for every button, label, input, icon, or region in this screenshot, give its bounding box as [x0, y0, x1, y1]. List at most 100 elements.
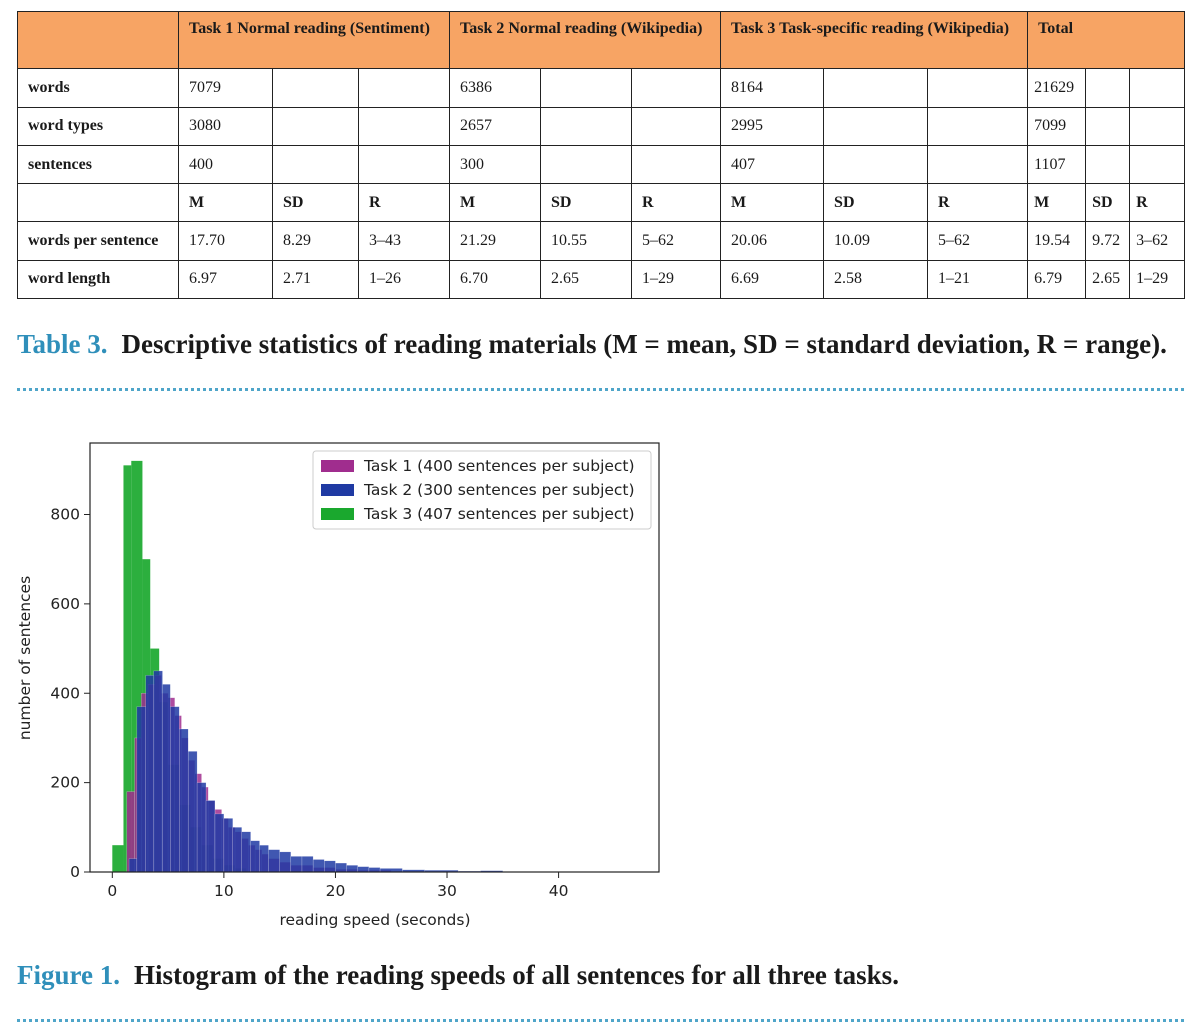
stat-header-m: M [720, 183, 825, 223]
histogram-bar [250, 840, 260, 873]
table-caption-label: Table 3. [17, 329, 108, 359]
stat-header-sd: SD [272, 183, 359, 223]
histogram-bar [136, 706, 146, 873]
histogram-bar [162, 684, 171, 873]
x-tick-label: 10 [214, 882, 234, 900]
histogram-bar [368, 867, 381, 873]
histogram-bar [268, 849, 280, 873]
cell-value: 21.29 [449, 221, 542, 261]
descriptive-statistics-table: Task 1 Normal reading (Sentiment) Task 2… [17, 10, 1186, 300]
histogram-bar [153, 670, 163, 873]
cell-value: 1–21 [927, 259, 1029, 300]
cell-value: 9.72 [1085, 221, 1131, 261]
cell-value: 6.97 [178, 259, 273, 300]
plot-frame [89, 442, 660, 873]
table-row-sentences: sentences 400 300 407 1107 [17, 144, 1186, 185]
figure-caption-label: Figure 1. [17, 960, 120, 990]
y-tick-label: 800 [50, 506, 80, 524]
histogram-bar [301, 856, 314, 873]
cell-value: 6386 [449, 68, 542, 108]
figure-caption-text: Histogram of the reading speeds of all s… [134, 960, 899, 990]
histogram-bar [179, 728, 189, 873]
cell-value: 3080 [178, 106, 273, 146]
cell-value: 5–62 [927, 221, 1029, 261]
legend-label: Task 1 (400 sentences per subject) [363, 457, 635, 475]
legend-label: Task 3 (407 sentences per subject) [363, 505, 635, 523]
histogram-bar [128, 858, 138, 873]
cell-value: 2995 [720, 106, 825, 146]
histogram-bar [357, 866, 370, 873]
legend-swatch [321, 460, 354, 472]
table-row-stat-headers: M SD R M SD R M SD R M SD R [17, 183, 1186, 223]
histogram-bar [335, 862, 347, 873]
stat-header-m: M [1027, 183, 1087, 223]
cell-value: 1–29 [1129, 259, 1186, 300]
row-label: word types [17, 106, 179, 146]
cell-value: 7099 [1027, 106, 1087, 146]
cell-value: 17.70 [178, 221, 273, 261]
legend-label: Task 2 (300 sentences per subject) [363, 481, 635, 499]
cell-value: 1–26 [357, 259, 451, 300]
y-axis: 0 200 400 600 800 [50, 506, 90, 881]
cell-value: 19.54 [1027, 221, 1087, 261]
x-tick-label: 30 [437, 882, 457, 900]
header-empty-cell [17, 10, 179, 70]
cell-value: 2.65 [540, 259, 633, 300]
y-tick-label: 0 [70, 863, 80, 881]
cell-value: 5–62 [631, 221, 722, 261]
histogram-bar [290, 856, 303, 873]
histogram-bar [223, 818, 234, 873]
legend-box [312, 450, 652, 530]
stat-header-m: M [178, 183, 273, 223]
histogram-bar [196, 782, 207, 873]
table-row-word-types: word types 3080 2657 2995 7099 [17, 106, 1186, 146]
histogram-bar [312, 859, 325, 873]
histogram-bar [241, 831, 251, 873]
histogram-bar [145, 675, 154, 873]
cell-value: 407 [720, 144, 825, 185]
cell-value: 10.09 [823, 221, 929, 261]
reading-speed-histogram: 0 10 20 30 40 0 200 400 600 800 reading speed (s… [16, 442, 660, 929]
y-tick-label: 200 [50, 774, 80, 792]
cell-value: 20.06 [720, 221, 825, 261]
header-task1: Task 1 Normal reading (Sentiment) [177, 10, 451, 70]
histogram-bar [123, 465, 132, 872]
stat-header-r: R [927, 183, 1029, 223]
cell-value: 21629 [1027, 68, 1087, 108]
stat-header-m: M [449, 183, 542, 223]
cell-value: 2.71 [272, 259, 359, 300]
stat-header-r: R [631, 183, 722, 223]
histogram-bars [112, 460, 604, 873]
cell-value: 300 [449, 144, 542, 185]
y-axis-label: number of sentences [16, 576, 34, 740]
cell-value: 7079 [178, 68, 273, 108]
table-header-row: Task 1 Normal reading (Sentiment) Task 2… [17, 10, 1186, 70]
y-tick-label: 600 [50, 595, 80, 613]
chart-legend: Task 1 (400 sentences per subject) Task 2… [312, 450, 652, 530]
x-axis: 0 10 20 30 40 [107, 872, 568, 900]
cell-value: 6.69 [720, 259, 825, 300]
histogram-bar [214, 813, 225, 873]
cell-value: 1107 [1027, 144, 1087, 185]
cell-value: 3–43 [357, 221, 451, 261]
stat-header-r: R [1129, 183, 1186, 223]
y-tick-label: 400 [50, 684, 80, 702]
caption-divider [17, 388, 1184, 391]
figure-caption: Figure 1. Histogram of the reading speeds… [17, 960, 899, 991]
stat-header-sd: SD [823, 183, 929, 223]
x-tick-label: 0 [107, 882, 117, 900]
row-label: words [17, 68, 179, 108]
histogram-bar [279, 851, 292, 873]
row-label: sentences [17, 144, 179, 185]
x-axis-label: reading speed (seconds) [279, 911, 470, 929]
x-tick-label: 20 [326, 882, 346, 900]
table-row-words-per-sentence: words per sentence 17.70 8.29 3–43 21.29… [17, 221, 1186, 261]
histogram-bar [346, 865, 358, 873]
figure-divider [17, 1019, 1184, 1022]
cell-value: 10.55 [540, 221, 633, 261]
header-total: Total [1027, 10, 1186, 70]
histogram-bar [324, 860, 336, 873]
stat-header-sd: SD [540, 183, 633, 223]
legend-swatch [321, 508, 354, 520]
cell-value: 400 [178, 144, 273, 185]
